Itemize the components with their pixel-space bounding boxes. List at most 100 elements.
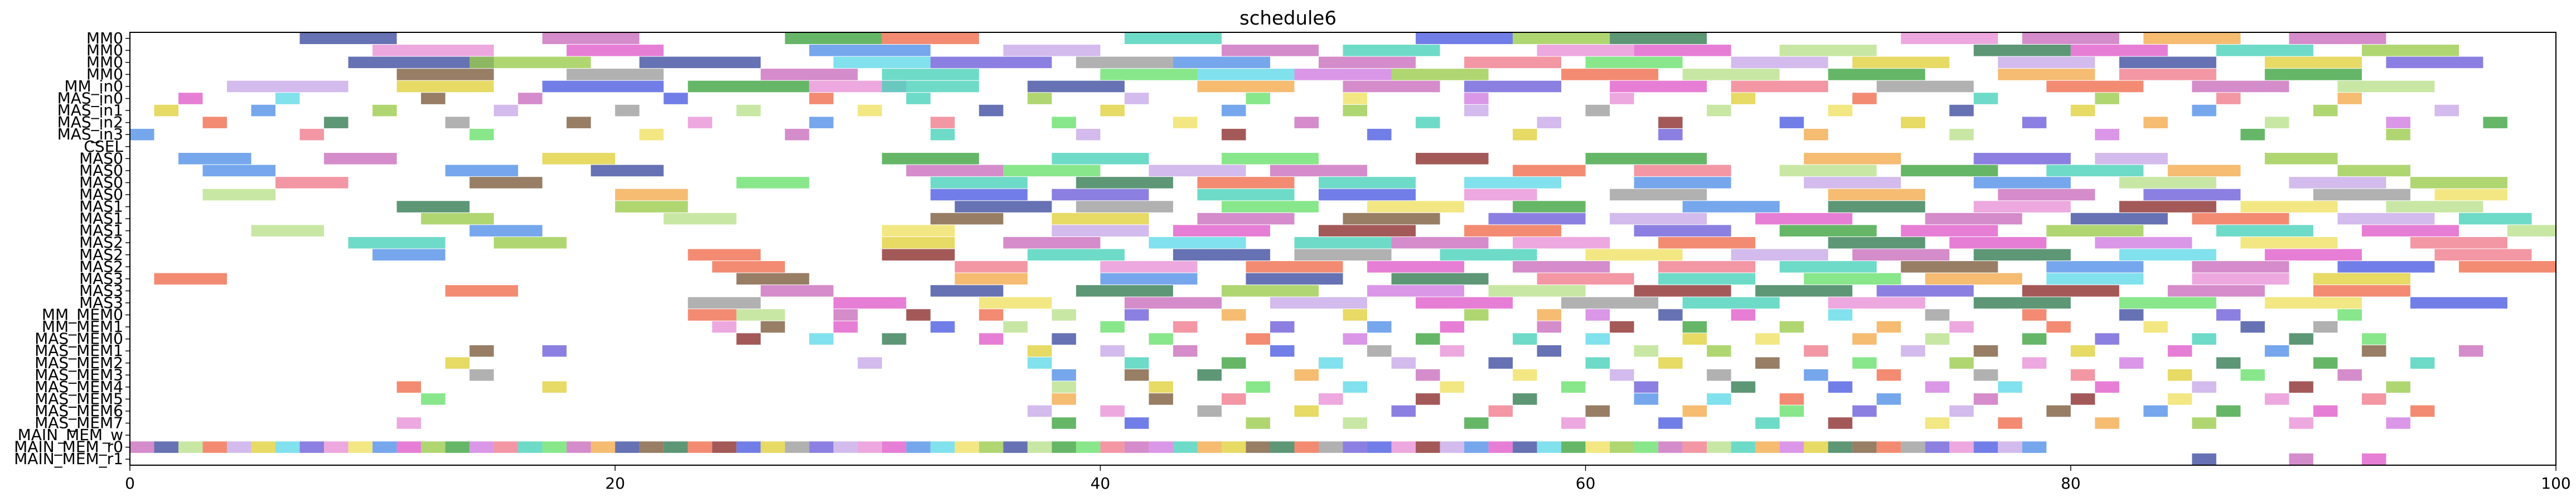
task-bar (469, 369, 494, 381)
task-bar (2143, 405, 2168, 417)
task-bar (1052, 441, 1076, 453)
task-bar (1779, 261, 1877, 273)
task-bar (1221, 393, 1246, 405)
y-tick-label: MAS_MEM6 (35, 402, 123, 420)
task-bar (1052, 333, 1076, 345)
task-bar (2264, 117, 2289, 128)
task-bar (1658, 273, 1756, 285)
task-bar (1779, 441, 1804, 453)
task-bar (1367, 261, 1465, 273)
task-bar (2361, 45, 2459, 56)
task-bar (1925, 273, 2022, 285)
task-bar (542, 345, 567, 357)
task-bar (1027, 405, 1052, 417)
task-bar (1828, 69, 1925, 80)
task-bar (1998, 189, 2095, 201)
task-bar (1391, 236, 1489, 249)
task-bar (2216, 309, 2241, 321)
task-bar (1343, 333, 1368, 345)
task-bar (1852, 249, 1950, 261)
task-bar (1052, 381, 1076, 393)
task-bar (1052, 117, 1076, 128)
task-bar (2289, 453, 2313, 465)
task-bar (1610, 80, 1707, 93)
task-bar (445, 441, 470, 453)
task-bar (1779, 117, 1804, 128)
task-bar (1343, 93, 1368, 104)
task-bar (590, 165, 664, 177)
task-bar (1610, 321, 1634, 333)
task-bar (1901, 345, 1925, 357)
task-bar (1634, 393, 1659, 405)
task-bar (2192, 261, 2289, 273)
task-bar (882, 333, 907, 345)
task-bar (1027, 357, 1052, 369)
task-bar (1294, 117, 1319, 128)
task-bar (1610, 189, 1707, 201)
task-bar (1828, 189, 1925, 201)
task-bar (2070, 393, 2095, 405)
task-bar (2507, 225, 2556, 236)
task-bar (2240, 128, 2265, 141)
task-bar (882, 153, 979, 165)
task-bar (1440, 249, 1537, 261)
task-bar (469, 225, 543, 236)
task-bar (2046, 405, 2071, 417)
task-bar (1779, 405, 1804, 417)
task-bar (1755, 417, 1780, 429)
task-bar (2240, 321, 2265, 333)
task-bar (348, 236, 446, 249)
task-bar (1755, 357, 1780, 369)
task-bar (421, 213, 494, 225)
task-bar (1464, 189, 1537, 201)
task-bar (1003, 45, 1101, 56)
task-bar (493, 104, 519, 117)
task-bar (1149, 165, 1246, 177)
task-bar (1270, 345, 1295, 357)
task-bar (1221, 309, 1246, 321)
task-bar (712, 321, 737, 333)
task-bar (1270, 441, 1295, 453)
task-bar (1779, 321, 1804, 333)
task-bar (906, 93, 931, 104)
task-bar (1707, 345, 1731, 357)
task-bar (1973, 153, 2071, 165)
task-bar (1973, 93, 1998, 104)
task-bar (833, 441, 858, 453)
task-bar (1124, 309, 1149, 321)
task-bar (858, 104, 882, 117)
task-bar (1925, 441, 1950, 453)
task-bar (1610, 213, 1707, 225)
task-bar (1221, 45, 1319, 56)
task-bar (518, 441, 543, 453)
task-bar (202, 441, 227, 453)
y-tick-label: MM0 (86, 53, 123, 71)
task-bar (518, 93, 543, 104)
y-tick-label: MAS_MEM7 (35, 414, 123, 432)
task-bar (1052, 393, 1076, 405)
task-bar (736, 309, 785, 321)
task-bar (1513, 128, 1537, 141)
task-bar (1076, 128, 1101, 141)
task-bar (178, 441, 203, 453)
task-bar (1052, 369, 1076, 381)
task-bar (1828, 309, 1853, 321)
task-bar (1464, 56, 1562, 69)
y-tick-label: MAS_in2 (57, 113, 123, 132)
task-bar (2337, 213, 2435, 225)
task-bar (1755, 333, 1780, 345)
task-bar (1391, 69, 1489, 80)
task-bar (1828, 201, 1925, 213)
task-bar (2458, 345, 2483, 357)
task-bar (1852, 56, 1950, 69)
task-bar (1876, 369, 1901, 381)
task-bar (2119, 69, 2216, 80)
task-bar (2070, 104, 2095, 117)
task-bar (1949, 321, 1974, 333)
task-bar (979, 297, 1052, 309)
task-bar (1416, 441, 1440, 453)
task-bar (1246, 261, 1343, 273)
task-bar (1488, 357, 1513, 369)
task-bar (736, 441, 761, 453)
task-bar (2289, 32, 2386, 45)
